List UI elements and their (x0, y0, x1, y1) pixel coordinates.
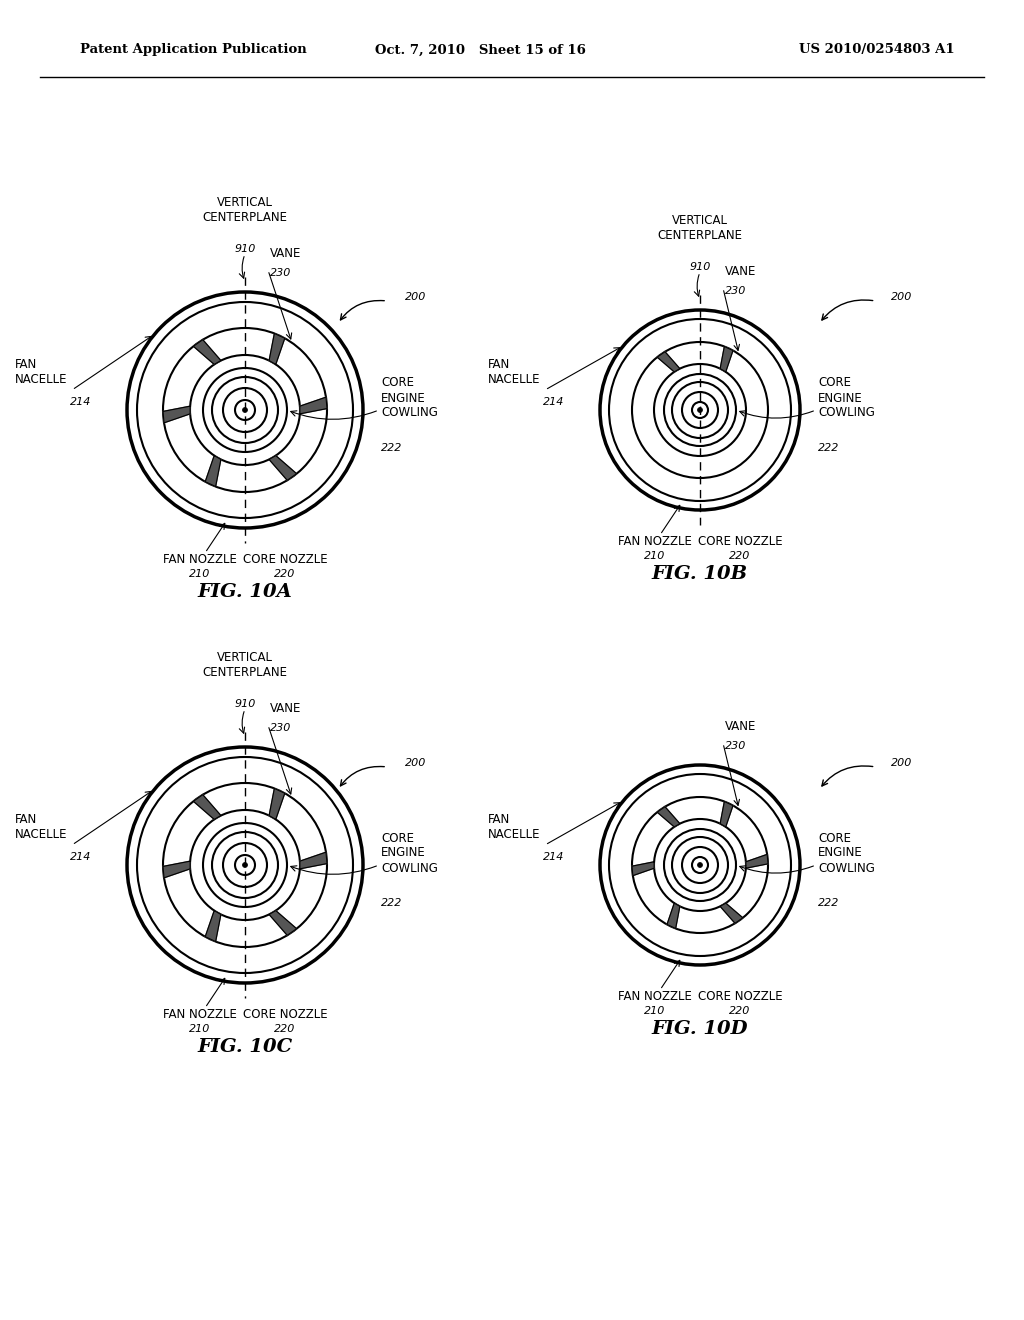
Text: CORE
ENGINE
COWLING: CORE ENGINE COWLING (818, 376, 874, 420)
Circle shape (243, 408, 248, 412)
Text: VERTICAL
CENTERPLANE: VERTICAL CENTERPLANE (203, 651, 288, 678)
Text: 210: 210 (644, 1006, 666, 1016)
Circle shape (234, 855, 255, 875)
Circle shape (243, 862, 248, 867)
Polygon shape (657, 351, 680, 372)
Text: FIG. 10B: FIG. 10B (652, 565, 749, 583)
Text: 910: 910 (689, 261, 711, 272)
Text: 220: 220 (729, 550, 751, 561)
Text: VANE: VANE (270, 247, 301, 260)
Text: 210: 210 (189, 1024, 211, 1034)
Polygon shape (720, 347, 733, 372)
Text: CORE NOZZLE: CORE NOZZLE (697, 990, 782, 1003)
Text: FIG. 10A: FIG. 10A (198, 583, 293, 601)
Text: FIG. 10C: FIG. 10C (198, 1038, 293, 1056)
Text: VERTICAL
CENTERPLANE: VERTICAL CENTERPLANE (203, 195, 288, 224)
Text: CORE
ENGINE
COWLING: CORE ENGINE COWLING (818, 832, 874, 874)
Polygon shape (667, 903, 680, 928)
Polygon shape (163, 861, 190, 878)
Text: 210: 210 (644, 550, 666, 561)
Text: 222: 222 (381, 898, 402, 908)
Text: VERTICAL
CENTERPLANE: VERTICAL CENTERPLANE (657, 214, 742, 242)
Text: CORE
ENGINE
COWLING: CORE ENGINE COWLING (381, 376, 438, 420)
Polygon shape (269, 455, 297, 480)
Text: 220: 220 (274, 569, 296, 579)
Text: 230: 230 (270, 268, 292, 279)
Circle shape (697, 862, 702, 867)
Polygon shape (269, 334, 285, 364)
Text: FAN NOZZLE: FAN NOZZLE (163, 553, 237, 566)
Text: FAN
NACELLE: FAN NACELLE (14, 813, 67, 841)
Text: 222: 222 (818, 444, 840, 453)
Text: 230: 230 (725, 286, 746, 296)
Text: FAN NOZZLE: FAN NOZZLE (618, 535, 692, 548)
Polygon shape (720, 903, 742, 923)
Text: CORE NOZZLE: CORE NOZZLE (697, 535, 782, 548)
Text: 200: 200 (891, 292, 912, 302)
Text: 220: 220 (274, 1024, 296, 1034)
Polygon shape (194, 795, 221, 820)
Text: US 2010/0254803 A1: US 2010/0254803 A1 (800, 44, 955, 57)
Text: 214: 214 (71, 851, 92, 862)
Text: VANE: VANE (725, 265, 757, 279)
Text: Patent Application Publication: Patent Application Publication (80, 44, 307, 57)
Polygon shape (269, 911, 297, 936)
Polygon shape (205, 455, 221, 487)
Text: CORE NOZZLE: CORE NOZZLE (243, 553, 328, 566)
Text: 222: 222 (818, 898, 840, 908)
Polygon shape (720, 801, 733, 826)
Polygon shape (269, 788, 285, 820)
Text: 210: 210 (189, 569, 211, 579)
Text: 230: 230 (725, 741, 746, 751)
Polygon shape (657, 807, 680, 826)
Polygon shape (205, 911, 221, 941)
Polygon shape (163, 407, 190, 422)
Text: 200: 200 (404, 292, 426, 302)
Text: 910: 910 (234, 700, 256, 709)
Text: FAN NOZZLE: FAN NOZZLE (163, 1008, 237, 1020)
Text: 220: 220 (729, 1006, 751, 1016)
Text: VANE: VANE (725, 719, 757, 733)
Text: 214: 214 (544, 397, 564, 407)
Polygon shape (745, 854, 768, 869)
Circle shape (697, 408, 702, 412)
Text: 214: 214 (71, 397, 92, 407)
Text: VANE: VANE (270, 702, 301, 715)
Polygon shape (300, 397, 327, 414)
Polygon shape (632, 862, 654, 875)
Text: FAN
NACELLE: FAN NACELLE (487, 358, 540, 385)
Text: FAN
NACELLE: FAN NACELLE (487, 813, 540, 841)
Text: 200: 200 (404, 758, 426, 768)
Text: 214: 214 (544, 851, 564, 862)
Circle shape (234, 400, 255, 420)
Polygon shape (194, 339, 221, 364)
Text: CORE NOZZLE: CORE NOZZLE (243, 1008, 328, 1020)
Text: CORE
ENGINE
COWLING: CORE ENGINE COWLING (381, 832, 438, 874)
Text: Oct. 7, 2010   Sheet 15 of 16: Oct. 7, 2010 Sheet 15 of 16 (375, 44, 586, 57)
Text: 200: 200 (891, 758, 912, 768)
Text: FAN NOZZLE: FAN NOZZLE (618, 990, 692, 1003)
Text: FIG. 10D: FIG. 10D (651, 1020, 749, 1038)
Polygon shape (300, 853, 327, 869)
Circle shape (692, 403, 708, 418)
Circle shape (692, 857, 708, 873)
Text: 230: 230 (270, 723, 292, 733)
Text: 222: 222 (381, 444, 402, 453)
Text: FAN
NACELLE: FAN NACELLE (14, 358, 67, 385)
Text: 910: 910 (234, 244, 256, 253)
